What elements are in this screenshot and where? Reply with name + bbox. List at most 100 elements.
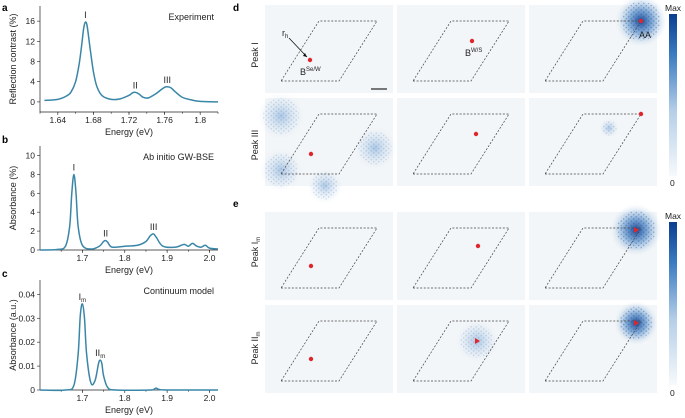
map-d-peak-i-bws-unit-cell (412, 20, 510, 82)
map-e-peak-iim-2-unit-cell (412, 320, 510, 382)
chart-c-ylabel: Absorbance (a.u.) (8, 299, 18, 371)
row-label-peak-iim: Peak IIm (250, 331, 262, 364)
chart-a-xlabel: Energy (eV) (105, 127, 153, 137)
map-d-peak-i-aa-unit-cell (544, 20, 642, 82)
chart-c-title: Continuum model (143, 286, 214, 296)
panel-label-b: b (2, 135, 8, 146)
map-d-peak-iii-bws (397, 98, 525, 186)
colorbar-e-gradient (669, 222, 677, 385)
chart-a-ytick-label: 12 (26, 36, 36, 46)
map-d-peak-iii-bsew-unit-cell (280, 113, 378, 175)
map-e-peak-im-3-hole-position (634, 227, 639, 233)
map-e-peak-im-2-hole-position (475, 243, 481, 249)
chart-b-ytick-label: 6 (30, 188, 35, 198)
row-label-peak-im-base: Peak I (250, 242, 260, 268)
map-d-peak-iii-bws-unit-cell (412, 113, 510, 175)
chart-c-ytick-label: 0 (30, 385, 35, 395)
chart-c-ytick-label: 0.01 (18, 361, 35, 371)
chart-c-peak-label-sub: m (81, 298, 86, 304)
chart-a-title: Experiment (168, 12, 214, 22)
map-e-peak-iim-3-unit-cell (544, 320, 642, 382)
label-rh-sub: h (285, 34, 288, 40)
map-d-peak-iii-bws-bg (397, 98, 525, 186)
chart-b-ytick-label: 0 (30, 245, 35, 255)
colorbar-e-min: 0 (670, 388, 675, 398)
chart-b-ylabel: Absorbance (%) (8, 166, 18, 231)
chart-c-ytick-label: 0.04 (18, 289, 35, 299)
map-d-peak-i-bws: BW/S (397, 5, 525, 93)
colorbar-e-max: Max (665, 211, 682, 221)
chart-a-ylabel: Reflection contrast (%) (8, 13, 18, 104)
map-d-peak-i-bsew-unit-cell (280, 20, 378, 82)
map-e-peak-iim-1-bg (265, 305, 393, 393)
chart-c-peak-label: Im (79, 292, 87, 304)
chart-a-xtick-label: 1.64 (50, 115, 67, 125)
row-label-peak-iim-base: Peak II (250, 336, 260, 364)
chart-a-peak-label: I (84, 10, 87, 20)
map-e-peak-im-2-bg (397, 212, 525, 300)
panel-label-c: c (2, 269, 8, 280)
map-d-peak-i-bsew-bg (265, 5, 393, 93)
chart-a-peak-label: II (133, 80, 138, 90)
map-e-peak-im-1-bg (265, 212, 393, 300)
map-d-peak-iii-bsew-density-4-lattice (311, 172, 339, 200)
rh-arrow (288, 37, 308, 58)
chart-a-ytick-label: 8 (30, 57, 35, 67)
map-d-peak-iii-aa-hole-position (638, 111, 644, 117)
colorbar-d-max: Max (665, 3, 682, 13)
chart-b-ytick-label: 2 (30, 226, 35, 236)
panel-label-a: a (2, 3, 8, 14)
colorbar-d-min: 0 (670, 178, 675, 188)
label-b-sew-sup: Se/W (306, 67, 321, 73)
chart-a-xtick-label: 1.76 (156, 115, 173, 125)
map-e-peak-im-2 (397, 212, 525, 300)
row-label-peak-im-sub: m (256, 237, 262, 242)
chart-b-xtick-label: 1.7 (76, 253, 88, 263)
colorbar-d: Max 0 (665, 3, 682, 188)
map-d-peak-i-aa-hole-position (638, 18, 644, 24)
chart-c-xtick-label: 1.8 (119, 393, 131, 403)
map-d-peak-iii-aa-bg (529, 98, 657, 186)
row-label-peak-im: Peak Im (250, 237, 262, 268)
label-aa: AA (639, 30, 651, 40)
chart-c-xlabel: Energy (eV) (105, 405, 153, 415)
map-e-peak-iim-3 (529, 301, 658, 393)
chart-c-ytick-label: 0.03 (18, 313, 35, 323)
map-e-peak-im-1-unit-cell (280, 227, 378, 289)
chart-a-xtick-label: 1.8 (194, 115, 206, 125)
chart-b-ytick-label: 10 (26, 150, 36, 160)
chart-c: 1.7 1.8 1.9 2.0 0 0.01 0.02 0.03 0.04 Energy (eV)… (8, 280, 219, 415)
chart-c-peak-label: IIm (95, 348, 105, 360)
chart-c-xtick-label: 2.0 (204, 393, 216, 403)
map-d-peak-iii-aa-density-lattice (601, 120, 617, 136)
map-d-peak-iii-bsew-density-2-lattice (358, 131, 392, 165)
map-d-peak-iii-bsew (257, 92, 397, 204)
maps-d: Peak I Peak III rh BSe/W BW/S AA (250, 0, 667, 204)
chart-b-xtick-label: 2.0 (204, 253, 216, 263)
map-e-peak-iim-2 (397, 305, 525, 393)
map-d-peak-iii-bsew-density-1-lattice (263, 98, 299, 134)
panel-label-d: d (233, 3, 239, 14)
rh-arrowhead (303, 53, 307, 57)
map-e-peak-im-3 (529, 204, 662, 300)
chart-a-peak-label: III (164, 75, 172, 85)
map-d-peak-i-bsew-hole-position (307, 57, 313, 63)
maps-e: Peak Im Peak IIm (250, 204, 662, 393)
chart-b-xtick-label: 1.9 (161, 253, 173, 263)
chart-b-ytick-label: 4 (30, 207, 35, 217)
chart-c-xtick-label: 1.7 (76, 393, 88, 403)
map-d-peak-i-bws-hole-position (469, 38, 475, 44)
chart-b-xlabel: Energy (eV) (105, 265, 153, 275)
chart-b-peak-label: I (73, 162, 76, 172)
panel-label-e: e (233, 199, 239, 210)
row-label-peak-i: Peak I (250, 42, 260, 68)
chart-a-series-line (44, 21, 219, 103)
label-b-sew: BSe/W (300, 67, 321, 77)
label-rh: rh (282, 28, 288, 40)
map-d-peak-i-bws-bg (397, 5, 525, 93)
row-label-peak-iim-sub: m (256, 331, 262, 336)
chart-a: 1.64 1.68 1.72 1.76 1.8 0 4 8 12 16 Energy (eV) Ref… (8, 6, 219, 137)
chart-b-ytick-label: 8 (30, 169, 35, 179)
label-b-ws: BW/S (465, 48, 482, 58)
